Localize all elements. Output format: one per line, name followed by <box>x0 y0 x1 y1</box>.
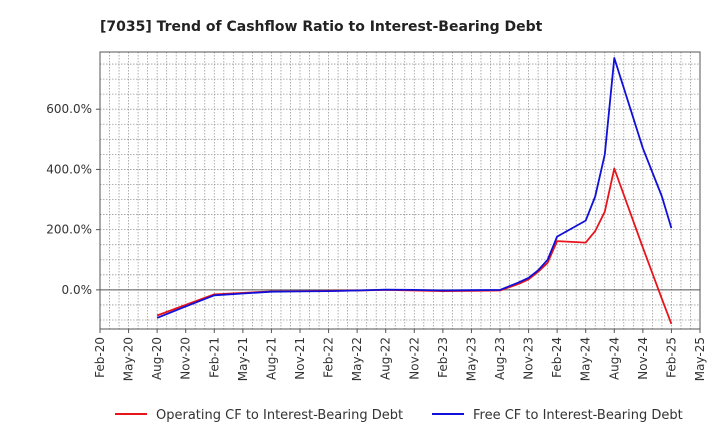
y-tick-label: 200.0% <box>46 223 92 237</box>
x-tick-label: Nov-24 <box>636 337 650 380</box>
legend: Operating CF to Interest-Bearing Debt Fre… <box>115 408 683 423</box>
x-tick-label: Aug-22 <box>379 337 393 380</box>
x-tick-label: Nov-23 <box>522 337 536 380</box>
chart-title: [7035] Trend of Cashflow Ratio to Intere… <box>100 19 543 35</box>
x-tick-label: May-21 <box>236 337 250 381</box>
series-line <box>156 57 673 319</box>
y-tick-label: 0.0% <box>62 283 93 297</box>
x-tick-label: May-24 <box>579 337 593 381</box>
legend-label: Operating CF to Interest-Bearing Debt <box>156 408 403 423</box>
x-axis: Feb-20 May-20 Aug-20 Nov-20 Feb-21 May-21 Aug-… <box>93 329 707 381</box>
x-tick-label: May-20 <box>122 337 136 381</box>
y-tick-label: 400.0% <box>46 162 92 176</box>
x-tick-label: Aug-24 <box>607 337 621 380</box>
x-tick-label: May-22 <box>350 337 364 381</box>
x-tick-label: Aug-21 <box>264 337 278 380</box>
x-tick-label: Nov-20 <box>179 337 193 380</box>
grid <box>100 52 700 329</box>
x-tick-label: Feb-23 <box>436 337 450 378</box>
y-tick-label: 600.0% <box>46 102 92 116</box>
x-tick-label: May-25 <box>693 337 707 381</box>
x-tick-label: Aug-20 <box>150 337 164 380</box>
x-tick-label: May-23 <box>464 337 478 381</box>
x-tick-label: Feb-21 <box>207 337 221 378</box>
series-lines <box>156 57 673 325</box>
x-tick-label: Feb-25 <box>664 337 678 378</box>
x-tick-label: Aug-23 <box>493 337 507 380</box>
y-axis: 0.0% 200.0% 400.0% 600.0% <box>46 102 100 297</box>
x-tick-label: Nov-22 <box>407 337 421 380</box>
series-line <box>156 167 673 325</box>
x-tick-label: Feb-22 <box>322 337 336 378</box>
legend-label: Free CF to Interest-Bearing Debt <box>473 408 683 423</box>
plot-frame <box>99 51 701 330</box>
x-tick-label: Feb-24 <box>550 337 564 378</box>
x-tick-label: Nov-21 <box>293 337 307 380</box>
x-tick-label: Feb-20 <box>93 337 107 378</box>
